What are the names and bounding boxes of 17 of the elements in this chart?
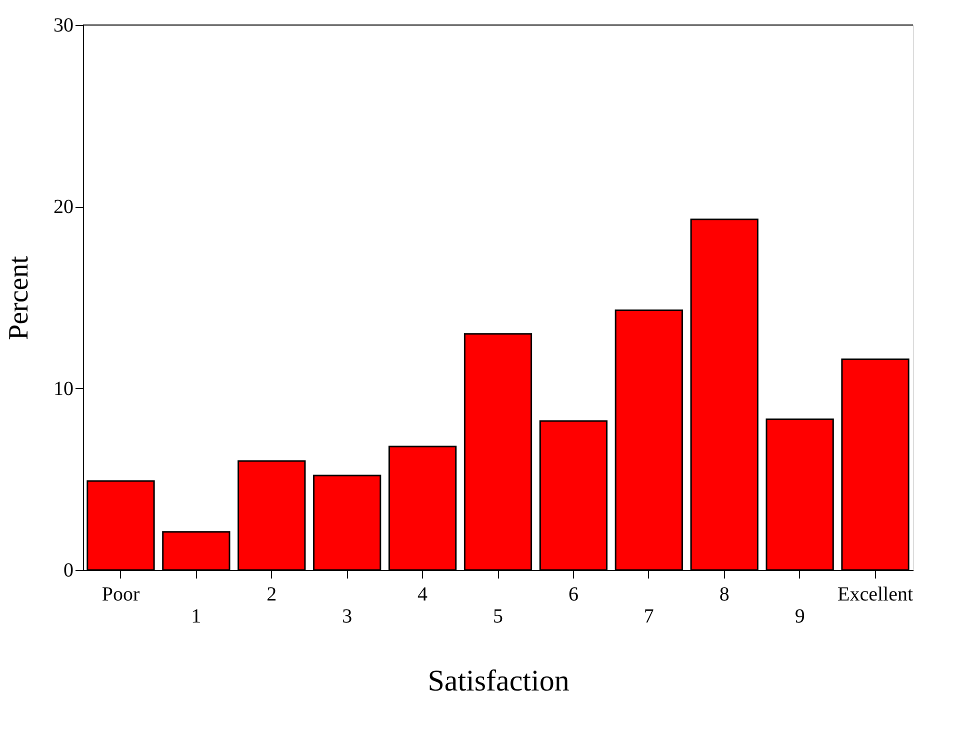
x-tick-label: 2 bbox=[266, 584, 277, 606]
y-tick-label: 30 bbox=[54, 14, 74, 36]
x-tick-label: 9 bbox=[794, 606, 805, 628]
x-tick-label: Excellent bbox=[838, 584, 914, 606]
x-tick-label: 3 bbox=[342, 606, 352, 628]
x-tick-label: 1 bbox=[191, 606, 202, 628]
y-tick-label: 0 bbox=[64, 560, 74, 582]
x-tick-label: 7 bbox=[644, 606, 654, 628]
y-tick-label: 10 bbox=[54, 378, 74, 400]
x-tick-label: 8 bbox=[719, 584, 730, 606]
y-axis-title: Percent bbox=[4, 256, 34, 340]
x-tick-label: 6 bbox=[568, 584, 578, 606]
x-tick-label: Poor bbox=[102, 584, 140, 606]
x-axis-title: Satisfaction bbox=[428, 664, 570, 698]
x-tick-label: 5 bbox=[493, 606, 503, 628]
x-tick-label: 4 bbox=[418, 584, 428, 606]
y-tick-label: 20 bbox=[54, 196, 74, 218]
